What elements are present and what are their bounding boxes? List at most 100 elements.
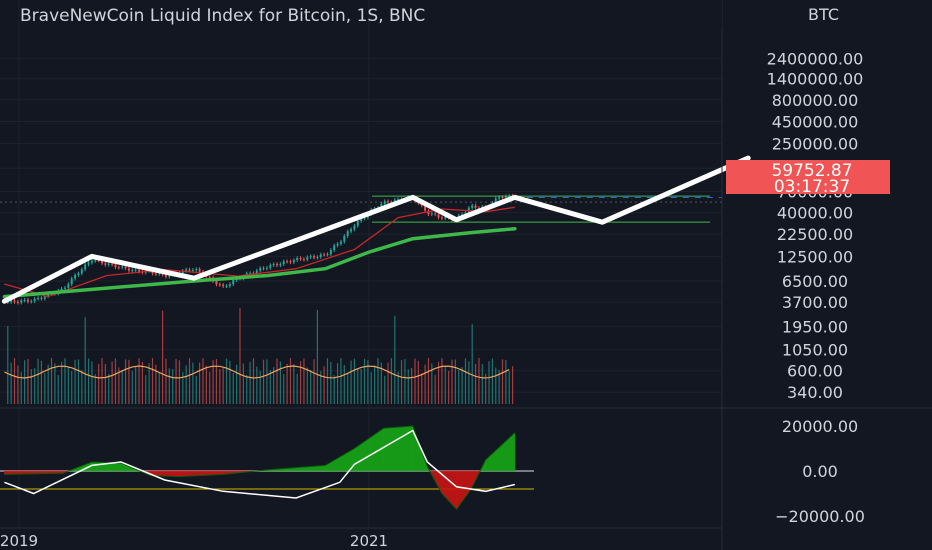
- candle-body: [477, 207, 480, 209]
- candle-body: [23, 299, 26, 301]
- candle-body: [138, 269, 141, 272]
- candle-body: [127, 268, 130, 271]
- price-tick-label: 600.00: [787, 362, 843, 381]
- candle-body: [40, 298, 43, 300]
- short-ma-line: [4, 206, 515, 298]
- candle-body: [259, 268, 262, 271]
- candle-body: [269, 265, 272, 268]
- candle-body: [198, 269, 201, 272]
- candle-body: [343, 235, 346, 242]
- candle-body: [272, 264, 275, 266]
- candle-body: [225, 285, 228, 287]
- oscillator-tick-label: 20000.00: [782, 417, 858, 436]
- candle-body: [316, 256, 319, 258]
- candle-body: [37, 298, 40, 300]
- candle-body: [228, 284, 231, 286]
- candle-body: [302, 259, 305, 261]
- candle-body: [424, 205, 427, 211]
- oscillator-tick-label: −20000.00: [775, 507, 865, 526]
- chart-title: BraveNewCoin Liquid Index for Bitcoin, 1…: [20, 6, 425, 26]
- candle-body: [104, 263, 107, 265]
- candle-body: [114, 264, 117, 268]
- candle-body: [289, 261, 292, 263]
- candle-body: [111, 263, 114, 265]
- candle-body: [323, 254, 326, 256]
- signal-line: [4, 429, 515, 499]
- candle-body: [363, 217, 366, 219]
- candle-body: [292, 260, 295, 263]
- candle-body: [6, 301, 9, 303]
- candle-body: [107, 263, 110, 265]
- candle-body: [60, 288, 63, 291]
- candle-body: [158, 272, 161, 275]
- price-tick-label: 800000.00: [772, 91, 859, 110]
- candle-body: [215, 280, 218, 285]
- candle-body: [154, 273, 157, 275]
- candle-body: [309, 256, 312, 258]
- candle-body: [121, 266, 124, 268]
- candle-body: [33, 298, 36, 302]
- price-tick-label: 450000.00: [772, 112, 859, 131]
- candle-body: [151, 270, 154, 274]
- candle-body: [380, 203, 383, 208]
- candle-body: [262, 268, 265, 270]
- projection-drawing: [1, 155, 751, 304]
- time-tick-label: 2019: [0, 532, 38, 550]
- candle-body: [356, 220, 359, 226]
- currency-label: BTC: [808, 5, 839, 24]
- candle-body: [339, 241, 342, 244]
- candle-body: [218, 284, 221, 286]
- candle-body: [43, 296, 46, 299]
- candle-body: [319, 254, 322, 257]
- long-ma-line: [2, 227, 517, 299]
- candle-body: [326, 254, 329, 256]
- candle-body: [10, 300, 13, 302]
- candle-body: [255, 270, 258, 274]
- candle-body: [181, 270, 184, 274]
- price-tick-label: 340.00: [787, 383, 843, 402]
- candle-body: [84, 264, 87, 270]
- candle-body: [195, 269, 198, 271]
- candle-body: [346, 231, 349, 236]
- candle-body: [249, 273, 252, 275]
- price-tick-label: 1050.00: [782, 341, 848, 360]
- price-tick-label: 22500.00: [777, 225, 853, 244]
- candle-body: [188, 269, 191, 271]
- candle-body: [117, 267, 120, 269]
- time-axis[interactable]: 2019 2021: [0, 532, 388, 550]
- oscillator-tick-label: 0.00: [802, 462, 838, 481]
- candle-body: [350, 229, 353, 232]
- candle-body: [494, 198, 497, 203]
- candle-body: [397, 199, 400, 201]
- candle-body: [134, 269, 137, 271]
- candle-body: [101, 260, 104, 264]
- candle-body: [168, 274, 171, 277]
- last-price-label: 59752.87: [771, 161, 852, 181]
- price-tick-label: 1400000.00: [767, 70, 864, 89]
- candle-body: [191, 269, 194, 271]
- title-fade: [700, 0, 722, 30]
- candle-body: [16, 301, 19, 303]
- candle-body: [208, 276, 211, 278]
- oscillator-pane: [0, 425, 534, 511]
- candle-body: [444, 216, 447, 219]
- candle-body: [286, 261, 289, 263]
- candle-body: [504, 196, 507, 198]
- candle-body: [63, 287, 66, 289]
- oscillator-axis[interactable]: 20000.00 0.00 −20000.00: [775, 417, 865, 526]
- time-tick-label: 2021: [350, 532, 388, 550]
- candle-body: [336, 243, 339, 246]
- price-tick-label: 40000.00: [777, 204, 853, 223]
- candle-body: [329, 250, 332, 255]
- candle-body: [440, 217, 443, 219]
- candle-body: [164, 274, 167, 277]
- candle-body: [427, 210, 430, 215]
- candle-body: [67, 284, 70, 288]
- candle-body: [471, 205, 474, 208]
- candle-body: [185, 269, 188, 271]
- price-tick-label: 250000.00: [772, 135, 859, 154]
- candle-body: [30, 301, 33, 303]
- price-tick-label: 2400000.00: [767, 49, 864, 68]
- volume-histogram: [4, 308, 514, 404]
